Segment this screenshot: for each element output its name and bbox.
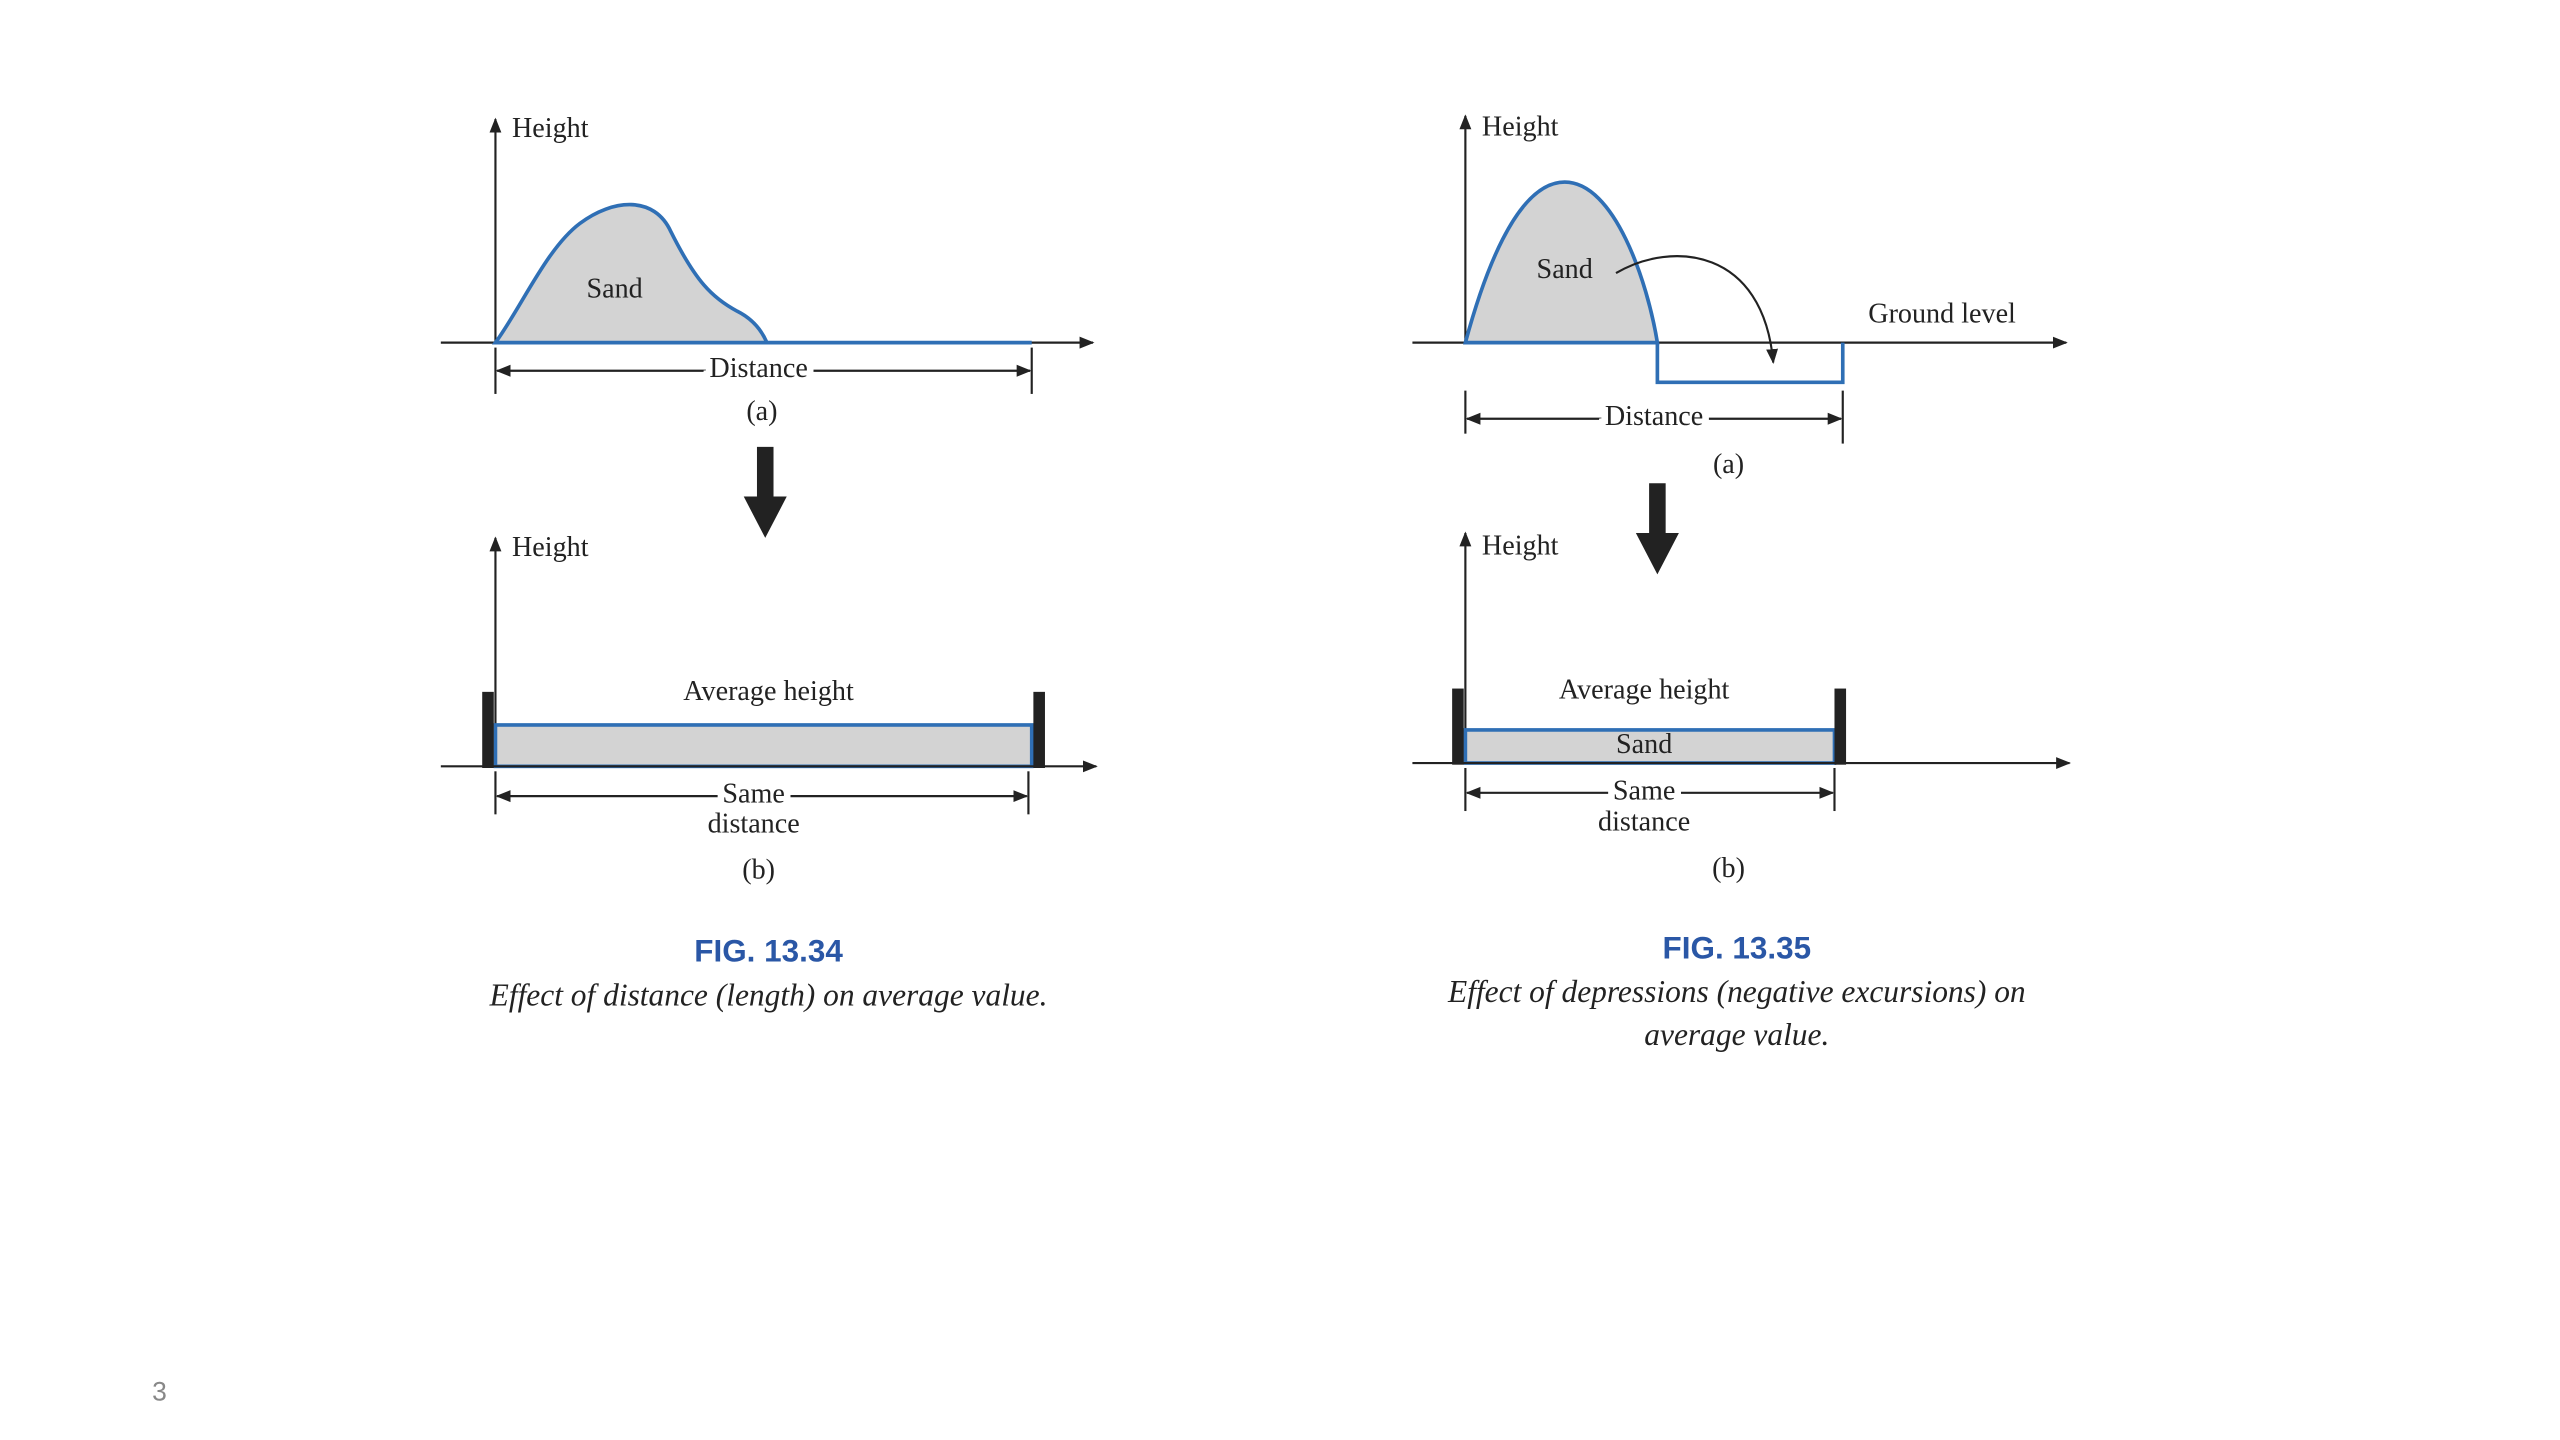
panel-tag: (a) [746,396,777,427]
x-label: Distance [1605,401,1703,432]
page-number: 3 [152,1377,167,1407]
y-label: Height [1482,112,1559,143]
panel-tag: (a) [1713,449,1744,480]
x-label: distance [708,808,800,839]
figure-caption: Effect of distance (length) on average v… [489,977,1048,1012]
depression [1655,342,1845,385]
panel-tag: (b) [1712,853,1745,884]
y-label: Height [512,532,589,563]
figure-title: FIG. 13.34 [694,934,843,969]
x-label: Same [722,779,785,810]
figure-1-panel-a: Height Sand Distance (a) [440,113,1095,427]
ground-label: Ground level [1868,299,2016,330]
shape-label: Sand [1537,254,1593,285]
x-label: Distance [709,353,807,384]
post [1834,688,1847,765]
shape-label: Sand [586,274,642,305]
down-arrow [1635,483,1679,575]
figure-caption: average value. [1644,1017,1829,1052]
figure-2-panel-a: Height Sand Ground level Distance (a) [1412,112,2068,480]
x-label: distance [1598,807,1690,838]
post [1033,691,1045,768]
panel-tag: (b) [742,855,775,886]
figure-title: FIG. 13.35 [1663,930,1812,965]
average-bar [1463,728,1837,765]
post [1452,688,1464,765]
down-arrow [743,446,787,538]
bar-label: Average height [683,676,854,707]
figure-1-panel-b: Height Average height Same distance (b) [440,532,1098,886]
figure-2-panel-b: Height Average height Sand Same distance… [1412,530,2072,884]
fill-label: Sand [1616,729,1672,760]
post [482,691,494,768]
sand-shape [491,202,770,345]
y-label: Height [1482,530,1559,561]
y-label: Height [512,113,589,144]
average-bar [493,723,1034,769]
sand-shape [1463,180,1660,345]
bar-label: Average height [1559,674,1730,705]
fill-arrow [1615,255,1779,364]
x-label: Same [1613,775,1676,806]
figure-caption: Effect of depressions (negative excursio… [1447,974,2026,1009]
